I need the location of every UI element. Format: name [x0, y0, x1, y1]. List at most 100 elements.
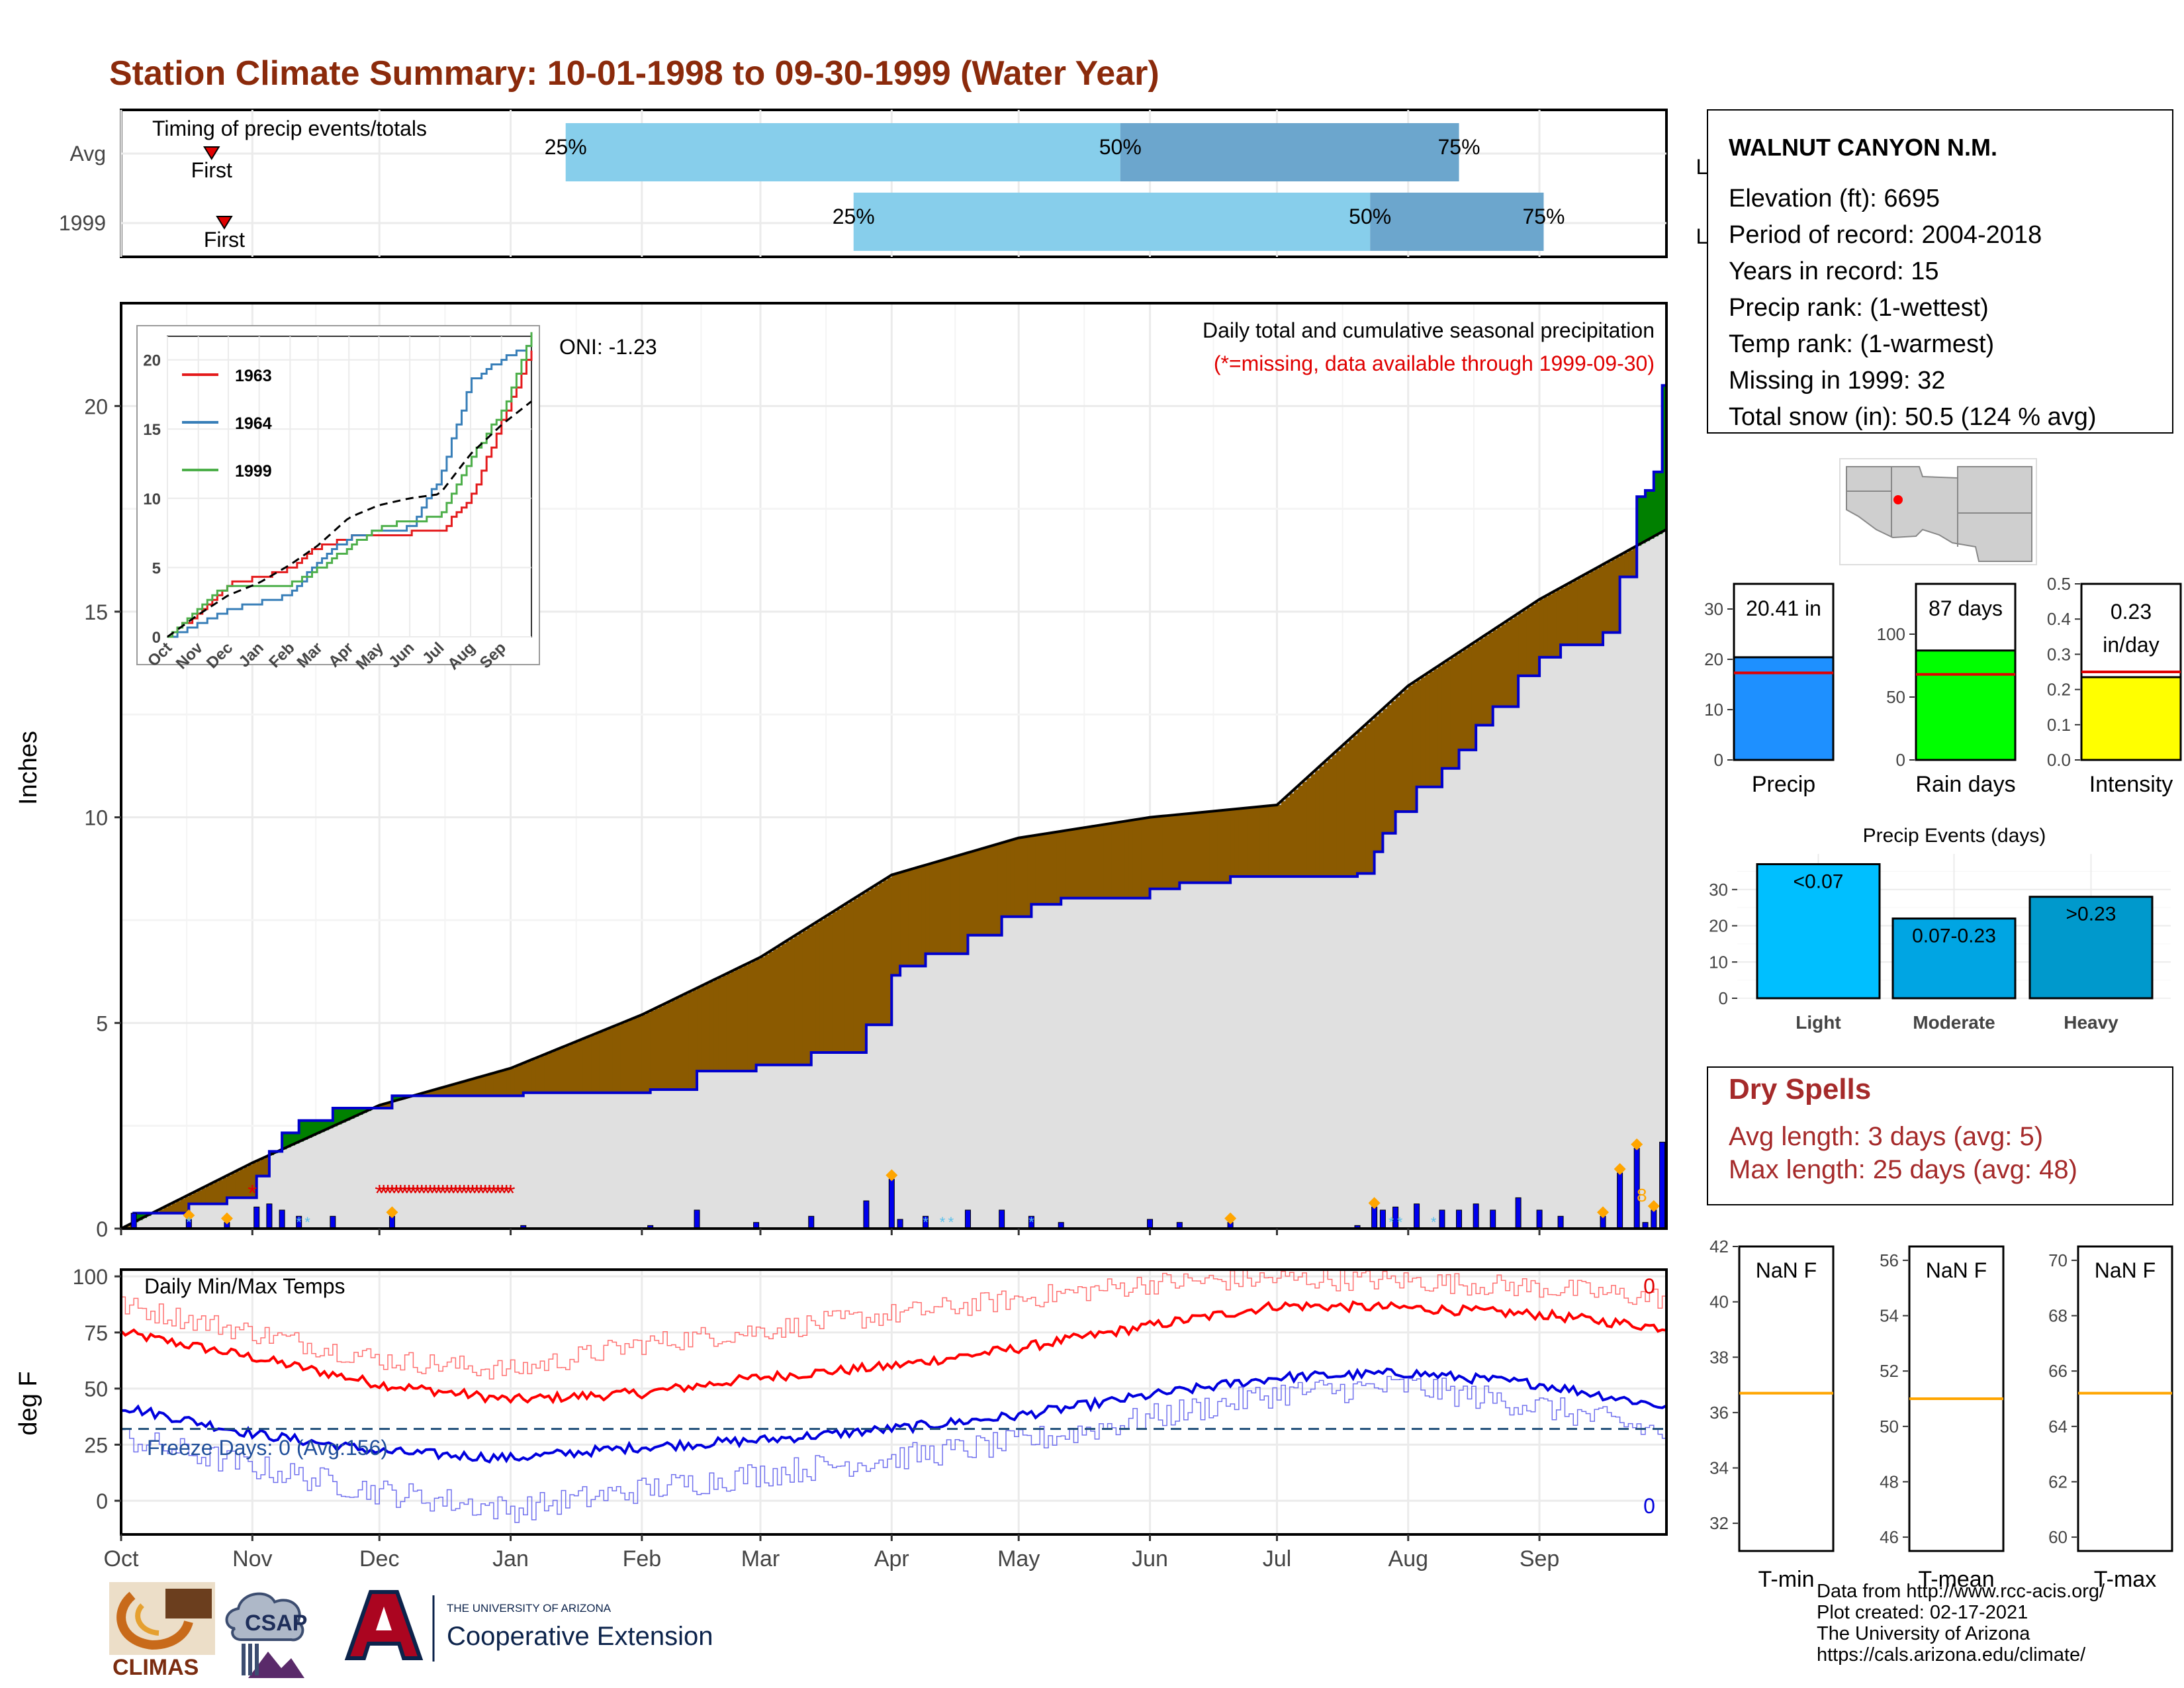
missing-marker: *: [408, 1180, 418, 1207]
orange-label: 8: [1637, 1185, 1647, 1205]
precip-ylabel: Inches: [15, 731, 42, 805]
station-info-line: Years in record: 15: [1729, 258, 1939, 285]
deficit-band: [489, 1074, 494, 1096]
deficit-band: [1124, 821, 1130, 898]
deficit-band: [485, 1075, 490, 1096]
deficit-band: [1205, 812, 1210, 883]
deficit-band: [1141, 818, 1146, 898]
daily-precip-bar: [279, 1209, 285, 1229]
heavy-event-marker: [1631, 1138, 1643, 1150]
deficit-band: [925, 865, 931, 954]
deficit-band: [1255, 807, 1261, 877]
locator-map: [1839, 458, 2037, 565]
deficit-band: [1365, 724, 1371, 874]
deficit-band: [235, 1171, 240, 1198]
missing-marker: *: [459, 1180, 469, 1207]
deficit-band: [1086, 827, 1091, 898]
footer-credits: Data from http://www.rcc-acis.org/ Plot …: [1817, 1581, 2105, 1665]
deficit-band: [1425, 675, 1430, 787]
daily-precip-bar: [1414, 1203, 1420, 1229]
precip-ytick: 15: [84, 600, 108, 624]
deficit-band: [1488, 632, 1494, 726]
summary-ytick: 0.1: [2047, 715, 2071, 735]
deficit-band: [1192, 813, 1197, 883]
deficit-band: [713, 980, 719, 1072]
deficit-band: [676, 998, 681, 1090]
month-tick-label: Feb: [623, 1546, 662, 1571]
deficit-band: [472, 1078, 477, 1096]
deficit-band: [1344, 743, 1349, 877]
deficit-band: [578, 1040, 583, 1093]
deficit-band: [464, 1081, 469, 1096]
deficit-band: [1420, 677, 1426, 787]
temp-box-ytick: 36: [1709, 1403, 1729, 1423]
temp-box-ytick: 40: [1709, 1292, 1729, 1312]
event-category-label: Light: [1796, 1012, 1841, 1033]
surplus-band: [1653, 471, 1659, 537]
event-bar-light: [1756, 863, 1881, 1000]
deficit-band: [680, 996, 685, 1090]
daily-precip-bar: [1515, 1197, 1522, 1229]
dry-spells-title: Dry Spells: [1729, 1073, 1871, 1105]
station-info-line: Temp rank: (1-warmest): [1729, 330, 1994, 358]
deficit-band: [1040, 834, 1045, 905]
deficit-band: [205, 1186, 210, 1204]
daily-precip-bar: [1557, 1215, 1564, 1229]
deficit-band: [709, 982, 715, 1072]
surplus-band: [345, 1108, 351, 1121]
deficit-band: [790, 938, 795, 1065]
deficit-band: [1561, 587, 1566, 645]
deficit-band: [1175, 814, 1180, 889]
deficit-band: [895, 873, 901, 976]
summary-ytick: 0: [1714, 750, 1723, 770]
deficit-band: [964, 853, 969, 954]
temp-box-t-min: [1738, 1245, 1835, 1552]
surplus-band: [1658, 471, 1663, 534]
deficit-band: [1150, 817, 1155, 889]
deficit-band: [540, 1056, 545, 1093]
deficit-band: [908, 870, 913, 966]
deficit-band: [1378, 712, 1383, 852]
deficit-band: [231, 1173, 236, 1198]
deficit-band: [1285, 797, 1291, 877]
deficit-band: [1497, 627, 1502, 707]
missing-marker: *: [396, 1180, 405, 1207]
missing-marker: *: [426, 1180, 435, 1207]
temp-box-label: T-max: [2094, 1567, 2156, 1592]
deficit-band: [1336, 751, 1342, 877]
surplus-band: [396, 1096, 401, 1101]
deficit-band: [858, 896, 863, 1053]
deficit-band: [823, 917, 829, 1053]
deficit-band: [1607, 562, 1612, 633]
deficit-band: [1323, 763, 1328, 877]
missing-marker: *: [468, 1180, 477, 1207]
footer-line: https://cals.arizona.edu/climate/: [1817, 1644, 2086, 1665]
temp-line-record-min: [121, 1376, 1667, 1523]
deficit-band: [506, 1069, 512, 1096]
missing-marker: *: [404, 1180, 414, 1207]
deficit-band: [739, 967, 744, 1072]
deficit-band: [1340, 747, 1345, 877]
deficit-band: [1048, 833, 1053, 905]
snow-marker: *: [1388, 1214, 1394, 1231]
inset-line-1964: [167, 341, 533, 638]
missing-marker: *: [375, 1180, 384, 1207]
deficit-band: [248, 1164, 253, 1198]
surplus-band: [1645, 490, 1651, 541]
deficit-band: [726, 973, 731, 1072]
deficit-band: [1577, 578, 1582, 645]
deficit-band: [1298, 785, 1303, 877]
surplus-band: [286, 1133, 291, 1148]
surplus-band: [138, 1213, 143, 1221]
month-tick-label: Apr: [874, 1546, 909, 1571]
deficit-band: [218, 1180, 224, 1204]
deficit-band: [1518, 613, 1524, 676]
deficit-band: [1632, 547, 1637, 577]
station-info-box: WALNUT CANYON N.M. Elevation (ft): 6695 P…: [1707, 109, 2173, 434]
missing-marker: *: [472, 1180, 481, 1207]
timing-p25-label: 25%: [545, 135, 587, 159]
deficit-band: [1044, 833, 1049, 905]
deficit-band: [1522, 610, 1527, 676]
missing-marker: *: [387, 1180, 396, 1207]
events-title: Precip Events (days): [1863, 825, 2046, 847]
